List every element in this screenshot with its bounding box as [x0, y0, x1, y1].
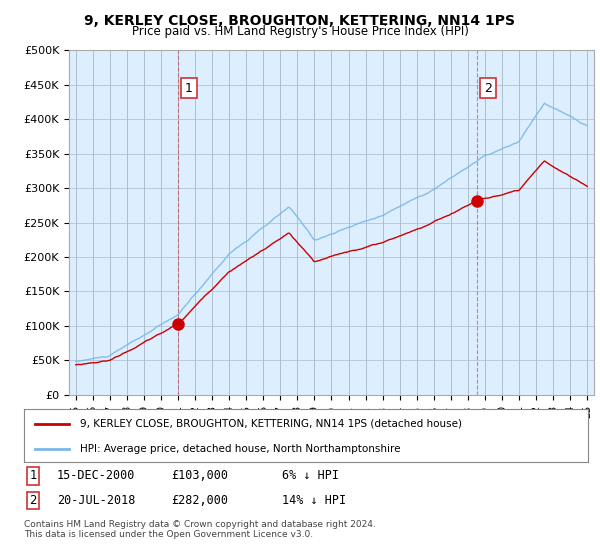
- Text: 14% ↓ HPI: 14% ↓ HPI: [282, 494, 346, 507]
- Text: HPI: Average price, detached house, North Northamptonshire: HPI: Average price, detached house, Nort…: [80, 444, 401, 454]
- Text: 9, KERLEY CLOSE, BROUGHTON, KETTERING, NN14 1PS: 9, KERLEY CLOSE, BROUGHTON, KETTERING, N…: [85, 14, 515, 28]
- Text: Price paid vs. HM Land Registry's House Price Index (HPI): Price paid vs. HM Land Registry's House …: [131, 25, 469, 38]
- Text: £103,000: £103,000: [171, 469, 228, 482]
- Text: 9, KERLEY CLOSE, BROUGHTON, KETTERING, NN14 1PS (detached house): 9, KERLEY CLOSE, BROUGHTON, KETTERING, N…: [80, 419, 463, 429]
- Text: £282,000: £282,000: [171, 494, 228, 507]
- Text: 20-JUL-2018: 20-JUL-2018: [57, 494, 136, 507]
- Text: 2: 2: [29, 494, 37, 507]
- Text: 2: 2: [484, 82, 492, 95]
- Text: Contains HM Land Registry data © Crown copyright and database right 2024.
This d: Contains HM Land Registry data © Crown c…: [24, 520, 376, 539]
- Text: 15-DEC-2000: 15-DEC-2000: [57, 469, 136, 482]
- Text: 6% ↓ HPI: 6% ↓ HPI: [282, 469, 339, 482]
- Text: 1: 1: [29, 469, 37, 482]
- Text: 1: 1: [185, 82, 193, 95]
